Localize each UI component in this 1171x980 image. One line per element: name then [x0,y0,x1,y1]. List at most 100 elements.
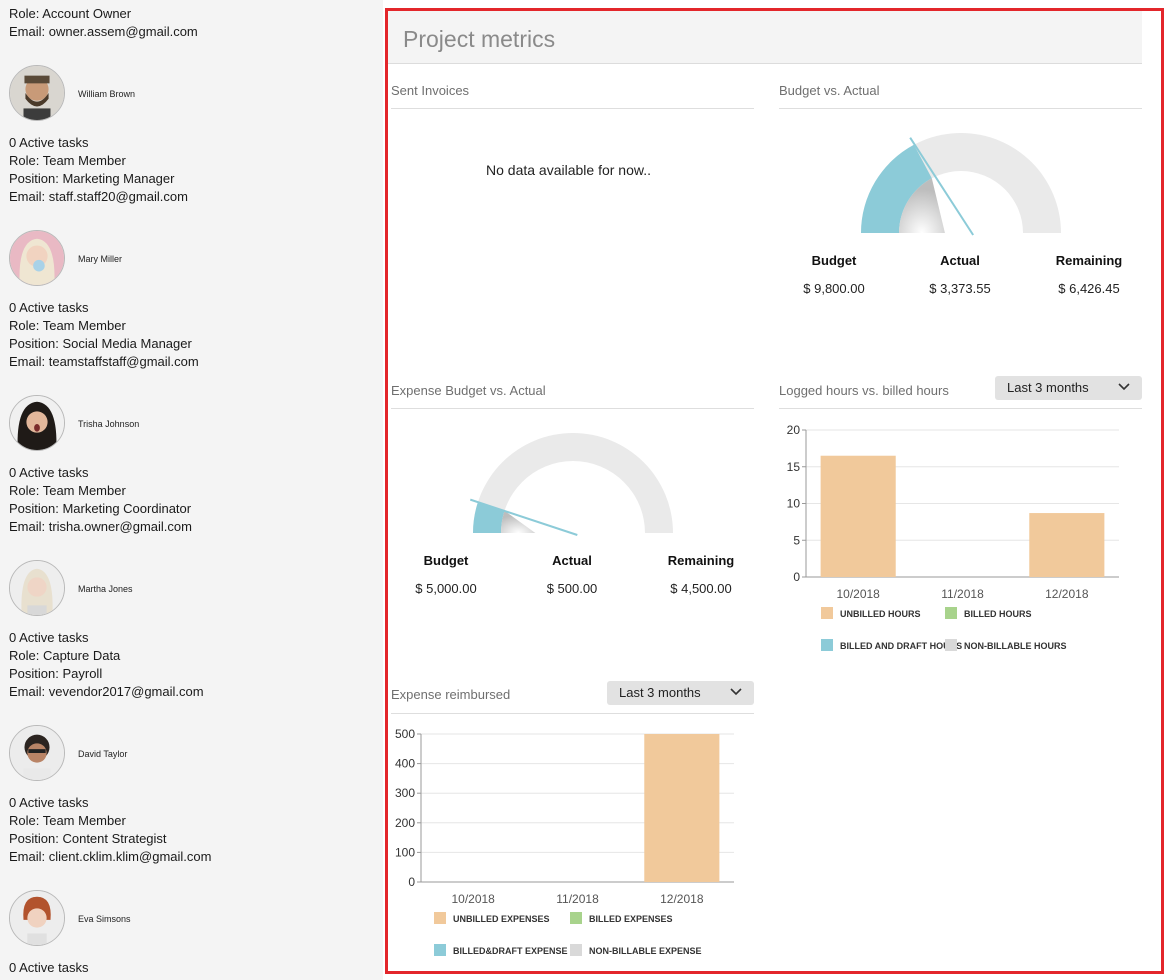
member-name[interactable]: Eva Simsons [78,914,131,924]
legend-label: UNBILLED HOURS [840,609,921,619]
gauge-needle [909,137,975,236]
y-tick-label: 0 [408,875,415,889]
owner-role: Role: Account Owner [9,6,132,21]
gauge-needle [470,498,578,536]
expense-reimbursed-title: Expense reimbursed [391,687,511,702]
logged-hours-range-select[interactable]: Last 3 months [995,376,1142,400]
project-metrics-panel: Project metrics Sent Invoices No data av… [385,8,1164,974]
legend-swatch [945,639,957,651]
legend-label: NON-BILLABLE EXPENSE [589,946,702,956]
member-name[interactable]: William Brown [78,89,136,99]
expense-range-select[interactable]: Last 3 months [607,681,754,705]
member-email: Email: client.cklim.klim@gmail.com [9,849,212,864]
remaining-label: Remaining [667,553,735,568]
expense-reimbursed-chart: 0 100 200 300 400 500 10/2018 11/2018 12/2018 UNB… [395,727,734,956]
bar[interactable] [820,455,896,577]
avatar[interactable] [9,395,65,451]
avatar[interactable] [9,560,65,616]
gauge-actual [501,510,536,533]
divider [391,108,754,109]
legend-swatch [434,912,446,924]
remaining-label: Remaining [1055,253,1123,268]
budget-label: Budget [423,553,469,568]
divider [391,713,754,714]
actual-label: Actual [552,553,592,568]
sent-invoices-empty: No data available for now.. [486,162,651,178]
budget-title: Budget vs. Actual [779,83,880,98]
member-name[interactable]: Mary Miller [78,254,122,264]
divider [779,108,1142,109]
y-tick-label: 100 [395,845,415,859]
member-email: Email: teamstaffstaff@gmail.com [9,354,199,369]
divider [391,408,754,409]
expense-budget-gauge [470,433,673,536]
member-position: Position: Payroll [9,666,103,681]
member-tasks: 0 Active tasks [9,465,89,480]
legend-swatch [434,944,446,956]
chevron-down-icon [1118,383,1130,391]
x-tick-label: 11/2018 [941,587,984,601]
member-email: Email: staff.staff20@gmail.com [9,189,188,204]
budget-label: Budget [811,253,857,268]
gauge-value [473,502,505,533]
member-tasks: 0 Active tasks [9,300,89,315]
y-tick-label: 400 [395,757,415,771]
legend-swatch [821,607,833,619]
avatar[interactable] [9,890,65,946]
y-tick-label: 0 [793,570,800,584]
logged-hours-chart: 0 5 10 15 20 10/2018 11/2018 12/2018 UNBILLED HO… [787,423,1119,651]
legend-label: NON-BILLABLE HOURS [964,641,1067,651]
member-role: Role: Team Member [9,153,126,168]
member-email: Email: vevendor2017@gmail.com [9,684,204,699]
y-tick-label: 10 [787,497,801,511]
member-role: Role: Team Member [9,813,126,828]
x-tick-label: 12/2018 [660,892,704,906]
member-position: Position: Social Media Manager [9,336,192,351]
member-role: Role: Team Member [9,483,126,498]
actual-value: $ 3,373.55 [929,281,991,296]
member-tasks: 0 Active tasks [9,630,89,645]
metrics-header: Project metrics [388,11,1142,64]
x-tick-label: 10/2018 [836,587,880,601]
gauge-track [473,433,673,533]
avatar[interactable] [9,65,65,121]
y-tick-label: 15 [787,460,801,474]
bar[interactable] [644,734,720,882]
member-tasks: 0 Active tasks [9,135,89,150]
avatar[interactable] [9,230,65,286]
expense-budget-title: Expense Budget vs. Actual [391,383,546,398]
divider [779,408,1142,409]
member-email: Email: trisha.owner@gmail.com [9,519,192,534]
budget-value: $ 9,800.00 [803,281,865,296]
logged-hours-title: Logged hours vs. billed hours [779,383,949,398]
legend-swatch [570,944,582,956]
sent-invoices-title: Sent Invoices [391,83,470,98]
dropdown-label: Last 3 months [1007,380,1089,395]
gauge-value [861,144,932,233]
bar[interactable] [1029,513,1105,577]
y-tick-label: 20 [787,423,801,437]
legend-label: BILLED EXPENSES [589,914,673,924]
actual-label: Actual [940,253,980,268]
legend-label: BILLED&DRAFT EXPENSE [453,946,568,956]
y-tick-label: 200 [395,816,415,830]
member-role: Role: Team Member [9,318,126,333]
member-name[interactable]: Trisha Johnson [78,419,140,429]
legend-swatch [821,639,833,651]
legend-label: BILLED AND DRAFT HOURS [840,641,962,651]
member-name[interactable]: Martha Jones [78,584,133,594]
legend-swatch [945,607,957,619]
member-position: Position: Content Strategist [9,831,167,846]
y-tick-label: 5 [793,533,800,547]
members-panel: Role: Account Owner Email: owner.assem@g… [0,0,383,980]
member-name[interactable]: David Taylor [78,749,128,759]
remaining-value: $ 4,500.00 [670,581,732,596]
chevron-down-icon [730,688,742,696]
avatar[interactable] [9,725,65,781]
page-title: Project metrics [403,26,556,52]
member-tasks: 0 Active tasks [9,795,89,810]
y-tick-label: 500 [395,727,415,741]
x-tick-label: 11/2018 [556,892,599,906]
budget-value: $ 5,000.00 [415,581,477,596]
member-tasks: 0 Active tasks [9,960,89,975]
